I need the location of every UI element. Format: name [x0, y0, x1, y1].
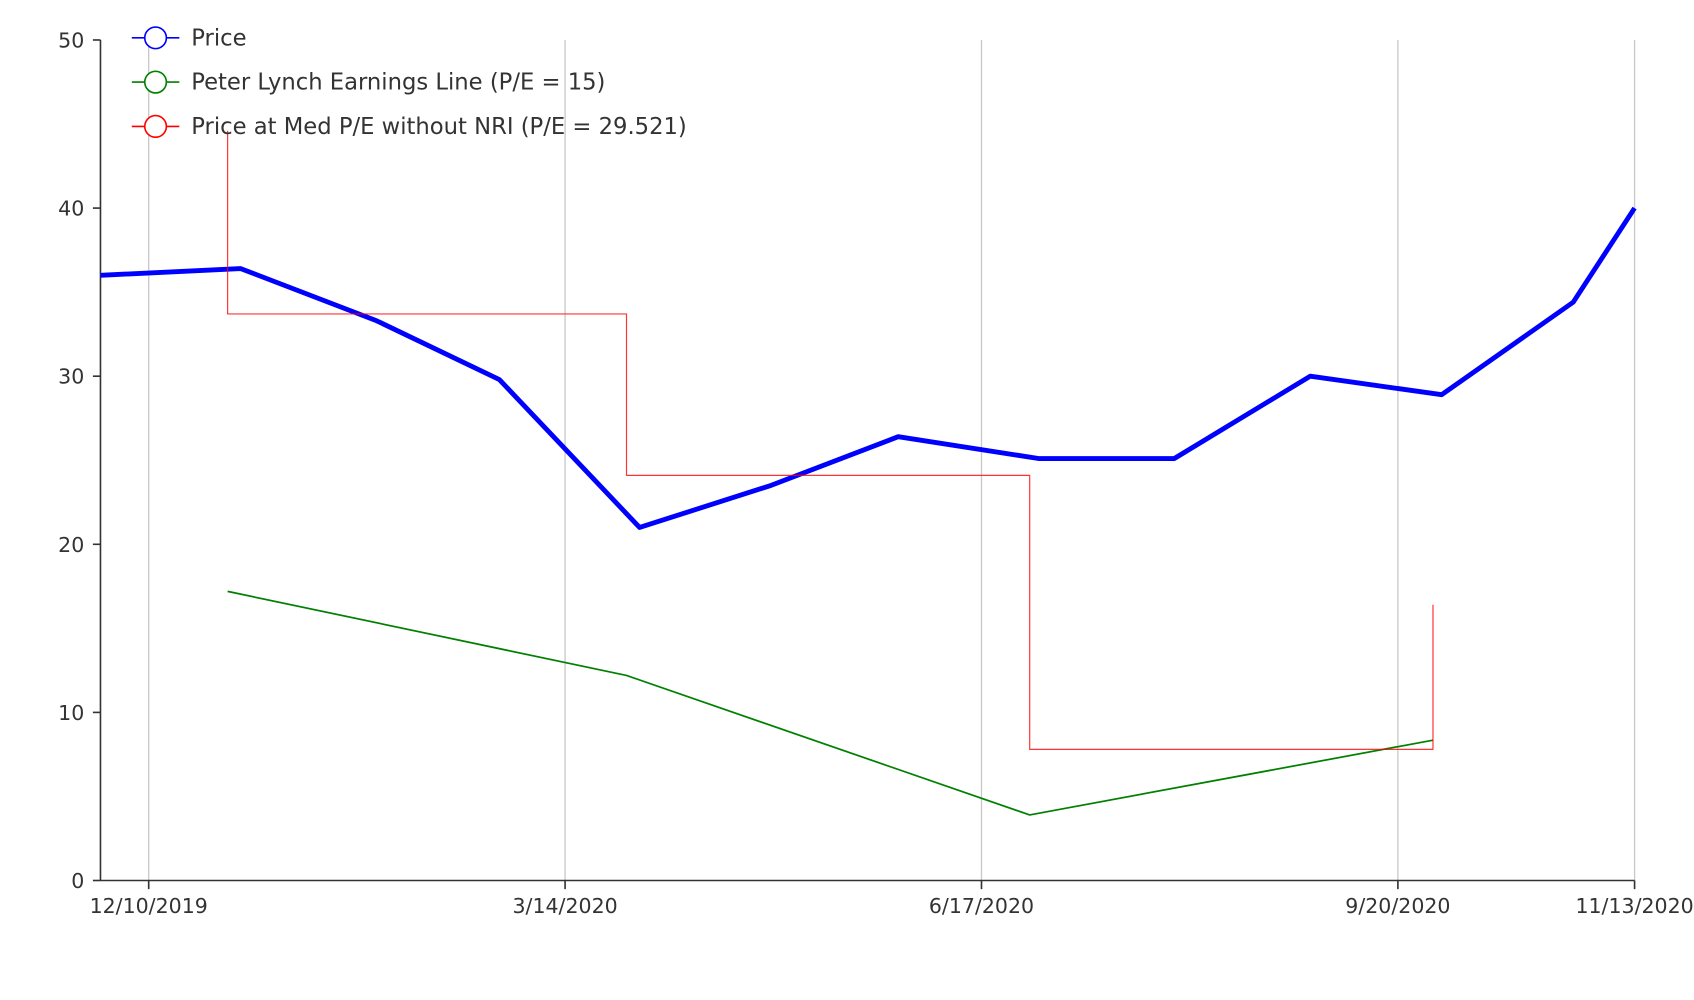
- peter-lynch-earnings-line: [227, 590, 1434, 816]
- legend-label: Price: [191, 25, 246, 51]
- x-tick-label: 6/17/2020: [929, 894, 1034, 918]
- x-tick-label: 11/13/2020: [1575, 894, 1693, 918]
- y-tick-label: 10: [58, 701, 84, 725]
- median-pe-price-line: [227, 130, 1434, 750]
- legend-circle-icon: [143, 114, 168, 139]
- legend-circle-icon: [143, 70, 168, 94]
- price-line: [100, 206, 1637, 530]
- y-tick-label: 30: [58, 365, 84, 389]
- y-tick-label: 40: [58, 197, 84, 221]
- legend-label: Peter Lynch Earnings Line (P/E = 15): [191, 70, 605, 96]
- y-tick-label: 0: [71, 869, 84, 893]
- axes: 12/10/2019 3/14/2020 6/17/2020 9/20/2020 11/…: [58, 29, 1694, 918]
- y-tick-label: 20: [58, 533, 84, 557]
- series-group: [100, 130, 1637, 816]
- grid-lines: [148, 39, 1636, 881]
- legend-label: Price at Med P/E without NRI (P/E = 29.5…: [191, 114, 687, 140]
- x-tick-label: 9/20/2020: [1345, 894, 1450, 918]
- legend: Price Peter Lynch Earnings Line (P/E = 15…: [131, 25, 687, 140]
- y-tick-label: 50: [58, 29, 84, 53]
- x-tick-label: 12/10/2019: [90, 894, 208, 918]
- legend-circle-icon: [143, 26, 168, 50]
- x-tick-label: 3/14/2020: [512, 894, 617, 918]
